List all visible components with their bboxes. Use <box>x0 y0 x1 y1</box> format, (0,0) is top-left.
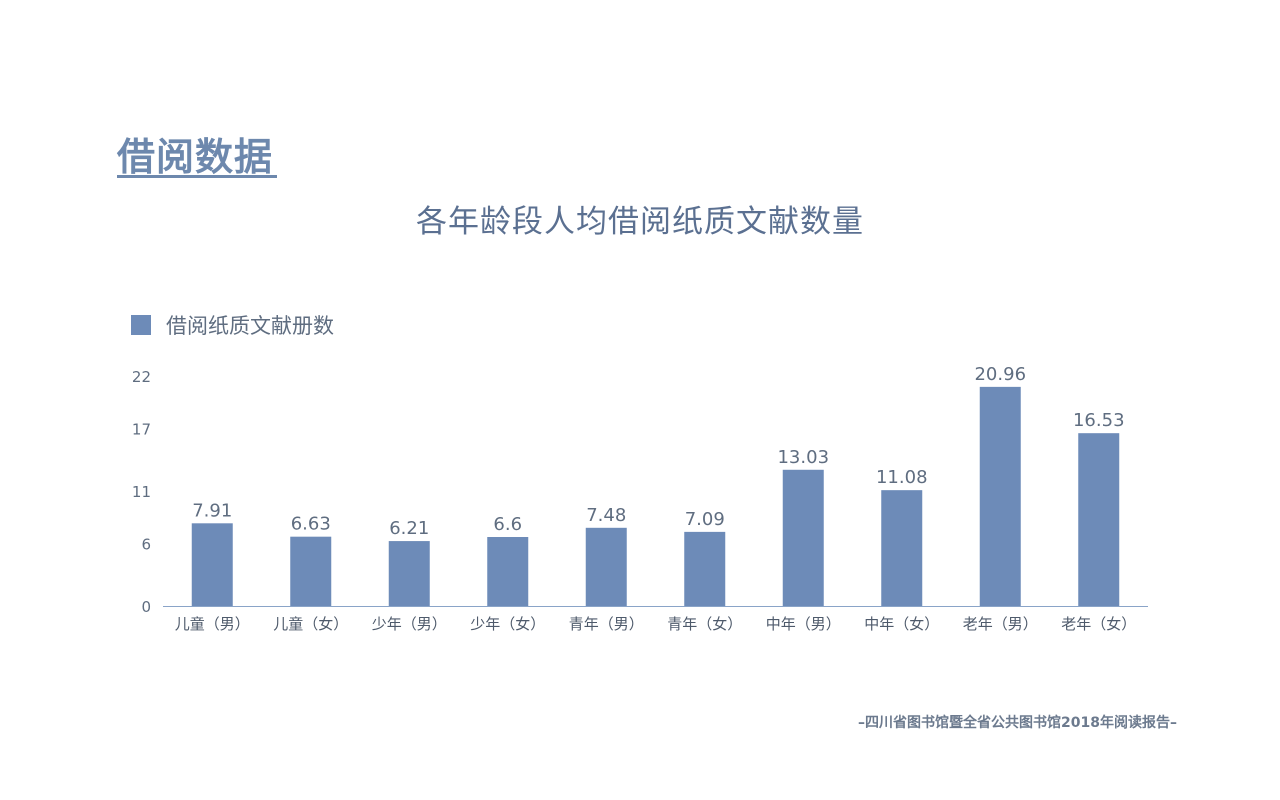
bar <box>684 531 726 606</box>
bar <box>979 386 1021 606</box>
x-tick-label: 少年（男） <box>372 615 447 633</box>
chart-title: 各年龄段人均借阅纸质文献数量 <box>416 204 864 240</box>
data-label: 7.09 <box>685 509 725 530</box>
source-footer: –四川省图书馆暨全省公共图书馆2018年阅读报告– <box>858 715 1177 731</box>
y-tick-label: 0 <box>141 598 151 616</box>
x-tick-label: 少年（女） <box>470 615 545 633</box>
data-label: 6.6 <box>493 514 522 535</box>
data-label: 6.63 <box>291 514 331 535</box>
bar <box>487 537 529 606</box>
bar <box>388 541 430 606</box>
x-tick-label: 儿童（男） <box>175 615 250 633</box>
section-title-underline <box>117 175 277 178</box>
y-tick-label: 11 <box>132 483 151 501</box>
legend-label: 借阅纸质文献册数 <box>166 314 334 338</box>
x-tick-label: 青年（女） <box>667 615 742 633</box>
x-tick-label: 中年（男） <box>766 615 841 633</box>
data-label: 13.03 <box>777 447 829 468</box>
data-label: 11.08 <box>876 467 928 488</box>
bar <box>585 527 627 606</box>
data-label: 16.53 <box>1073 410 1125 431</box>
data-label: 7.91 <box>192 500 232 521</box>
y-tick-label: 17 <box>132 420 151 438</box>
x-tick-label: 中年（女） <box>864 615 939 633</box>
bar <box>1078 433 1120 606</box>
y-tick-label: 6 <box>141 535 151 553</box>
section-title: 借阅数据 <box>117 135 274 179</box>
x-tick-label: 老年（男） <box>963 615 1038 633</box>
chart-legend: 借阅纸质文献册数 <box>131 310 334 340</box>
data-label: 6.21 <box>389 518 429 539</box>
x-tick-label: 青年（男） <box>569 615 644 633</box>
data-label: 7.48 <box>586 505 626 526</box>
bar <box>881 490 923 606</box>
data-label: 20.96 <box>974 364 1026 385</box>
bar <box>782 469 824 606</box>
legend-swatch <box>131 315 151 335</box>
x-tick-label: 儿童（女） <box>273 615 348 633</box>
y-tick-label: 22 <box>132 368 151 386</box>
bar <box>191 523 233 606</box>
x-tick-label: 老年（女） <box>1061 615 1136 633</box>
bar <box>290 536 332 606</box>
